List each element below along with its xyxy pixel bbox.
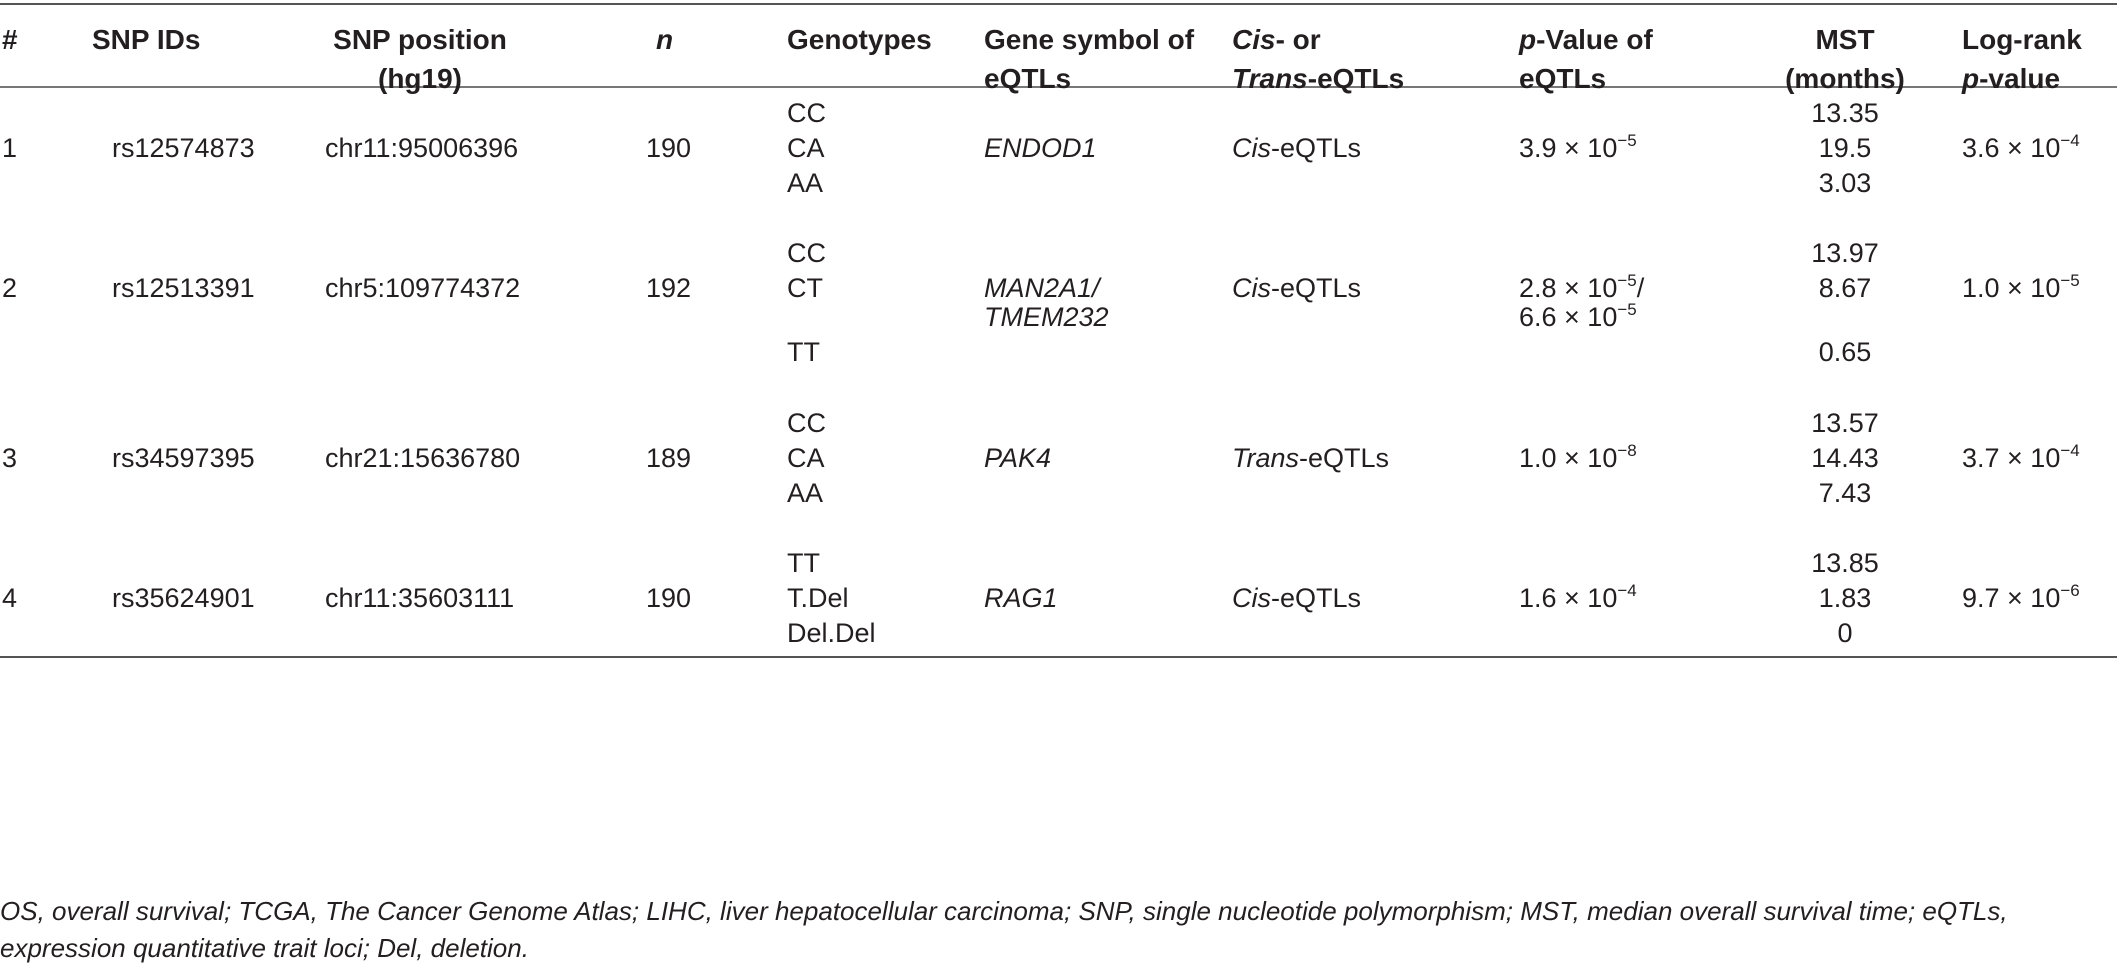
logrank-pvalue: 3.6 × 10−4 <box>1962 131 2080 163</box>
gene-symbol: RAG1 <box>984 583 1058 613</box>
header-mst: MST (months) <box>1785 24 1905 94</box>
snp-position: chr11:95006396 <box>325 133 519 163</box>
mst-value: 14.43 <box>1811 443 1879 473</box>
header-snp-ids: SNP IDs <box>92 24 201 55</box>
snp-id: rs12513391 <box>112 273 255 303</box>
header-logrank: Log-rank p-value <box>1962 24 2082 94</box>
snp-position: chr11:35603111 <box>325 583 515 613</box>
sample-count: 190 <box>646 133 692 163</box>
genotype: CT <box>787 273 823 303</box>
row-num: 1 <box>2 133 18 163</box>
eqtl-pvalue: 1.0 × 10−8 <box>1519 441 1637 473</box>
mst-value: 13.97 <box>1811 238 1879 268</box>
mst-value: 3.03 <box>1818 168 1872 198</box>
row-num: 4 <box>2 583 18 613</box>
genotype: TT <box>787 337 820 367</box>
mst-value: 13.57 <box>1811 408 1879 438</box>
mst-value: 0 <box>1837 618 1853 648</box>
genotype: Del.Del <box>787 618 876 648</box>
eqtl-type: Cis-eQTLs <box>1232 133 1362 163</box>
header-num: # <box>2 24 18 55</box>
genotype: TT <box>787 548 820 578</box>
sample-count: 192 <box>646 273 692 303</box>
eqtl-pvalue: 6.6 × 10−5 <box>1519 300 1637 332</box>
genotype: CC <box>787 98 826 128</box>
header-n: n <box>656 24 674 55</box>
row-num: 2 <box>2 273 18 303</box>
row-num: 3 <box>2 443 18 473</box>
table-top-rule <box>0 3 2117 5</box>
header-genotypes: Genotypes <box>787 24 932 55</box>
snp-position: chr5:109774372 <box>325 273 521 303</box>
snp-position: chr21:15636780 <box>325 443 521 473</box>
logrank-pvalue: 3.7 × 10−4 <box>1962 441 2080 473</box>
genotype: AA <box>787 168 824 198</box>
genotype: T.Del <box>787 583 849 613</box>
genotype: CA <box>787 443 825 473</box>
logrank-pvalue: 9.7 × 10−6 <box>1962 581 2080 613</box>
snp-id: rs35624901 <box>112 583 255 613</box>
mst-value: 13.85 <box>1811 548 1879 578</box>
header-gene-symbol: Gene symbol of eQTLs <box>984 24 1195 94</box>
mst-value: 1.83 <box>1818 583 1872 613</box>
gene-symbol: MAN2A1/ <box>984 273 1100 303</box>
table-bottom-rule <box>0 656 2117 658</box>
mst-value: 13.35 <box>1811 98 1879 128</box>
eqtl-pvalue: 3.9 × 10−5 <box>1519 131 1637 163</box>
logrank-pvalue: 1.0 × 10−5 <box>1962 271 2080 303</box>
table-footnote: OS, overall survival; TCGA, The Cancer G… <box>0 896 2008 963</box>
genotype: AA <box>787 478 824 508</box>
eqtl-type: Cis-eQTLs <box>1232 583 1362 613</box>
eqtl-pvalue: 2.8 × 10−5/ <box>1519 271 1645 303</box>
mst-value: 7.43 <box>1818 478 1872 508</box>
genotype: CA <box>787 133 825 163</box>
eqtl-pvalue: 1.6 × 10−4 <box>1519 581 1637 613</box>
mst-value: 8.67 <box>1818 273 1872 303</box>
gene-symbol: ENDOD1 <box>984 133 1097 163</box>
snp-id: rs12574873 <box>112 133 255 163</box>
snp-id: rs34597395 <box>112 443 255 473</box>
eqtl-type: Cis-eQTLs <box>1232 273 1362 303</box>
genotype: CC <box>787 408 826 438</box>
genotype: CC <box>787 238 826 268</box>
header-snp-position: SNP position (hg19) <box>333 24 507 94</box>
sample-count: 189 <box>646 443 692 473</box>
table-header-rule <box>0 86 2117 88</box>
eqtl-type: Trans-eQTLs <box>1232 443 1390 473</box>
gene-symbol: TMEM232 <box>984 302 1109 332</box>
header-cis-trans: Cis- or Trans-eQTLs <box>1232 24 1405 94</box>
sample-count: 190 <box>646 583 692 613</box>
mst-value: 0.65 <box>1818 337 1872 367</box>
header-pvalue: p-Value of eQTLs <box>1519 24 1653 94</box>
mst-value: 19.5 <box>1818 133 1872 163</box>
gene-symbol: PAK4 <box>984 443 1052 473</box>
